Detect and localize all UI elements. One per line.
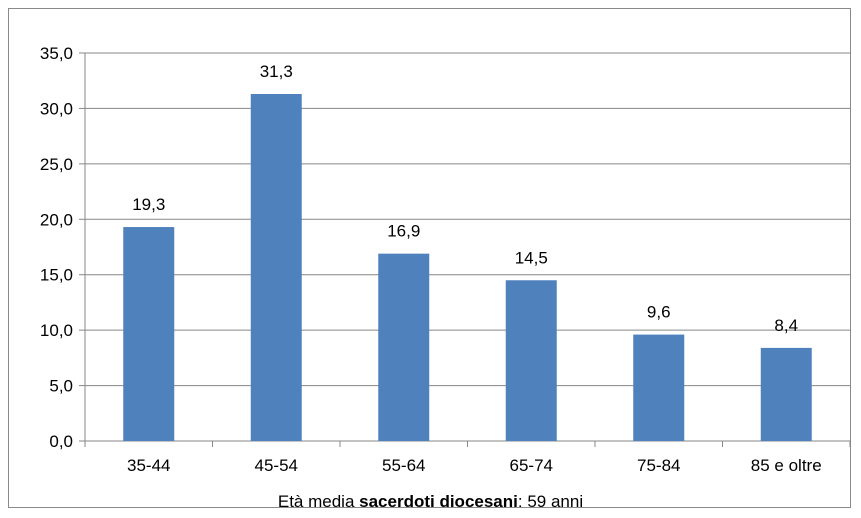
y-tick-label: 30,0	[40, 99, 73, 118]
data-label: 16,9	[387, 222, 420, 241]
y-tick-label: 25,0	[40, 155, 73, 174]
caption-suffix: : 59 anni	[517, 492, 584, 511]
x-tick-label: 35-44	[127, 456, 170, 475]
data-label: 19,3	[132, 195, 165, 214]
caption-prefix: Età media	[277, 492, 360, 511]
caption-bold: sacerdoti diocesani	[359, 492, 518, 511]
chart-caption: Età media sacerdoti diocesani: 59 anni	[0, 492, 861, 512]
bar	[633, 334, 685, 441]
x-tick-label: 55-64	[382, 456, 425, 475]
data-label: 31,3	[260, 62, 293, 81]
y-tick-label: 5,0	[49, 377, 73, 396]
data-label: 14,5	[515, 248, 548, 267]
x-tick-label: 85 e oltre	[751, 456, 822, 475]
x-tick-label: 75-84	[637, 456, 680, 475]
y-tick-label: 35,0	[40, 44, 73, 63]
data-label: 9,6	[647, 303, 671, 322]
data-label: 8,4	[774, 316, 798, 335]
y-tick-label: 10,0	[40, 321, 73, 340]
bar	[760, 347, 812, 441]
y-tick-label: 20,0	[40, 210, 73, 229]
bar	[505, 280, 557, 441]
bar	[378, 253, 430, 441]
bar	[123, 227, 175, 441]
bar	[250, 94, 302, 441]
x-tick-label: 65-74	[510, 456, 553, 475]
y-tick-label: 0,0	[49, 432, 73, 451]
x-tick-label: 45-54	[255, 456, 298, 475]
y-tick-label: 15,0	[40, 266, 73, 285]
